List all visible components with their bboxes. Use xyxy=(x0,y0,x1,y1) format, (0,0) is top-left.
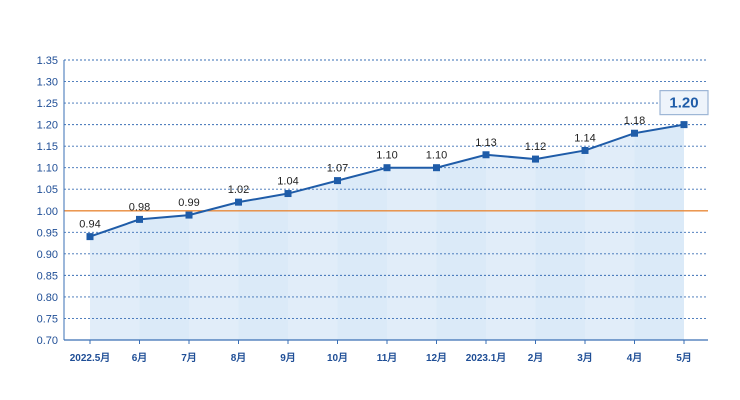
x-tick-label: 3月 xyxy=(577,352,593,364)
y-tick-label: 1.20 xyxy=(37,120,58,132)
data-label: 1.10 xyxy=(376,150,397,162)
y-tick-label: 1.00 xyxy=(37,206,58,218)
data-label: 1.10 xyxy=(426,150,447,162)
y-tick-label: 0.95 xyxy=(37,227,58,239)
x-tick-label: 10月 xyxy=(327,352,348,364)
x-tick-label: 11月 xyxy=(377,352,398,364)
y-tick-label: 1.30 xyxy=(37,77,58,89)
y-tick-label: 0.75 xyxy=(37,313,58,325)
data-label: 0.98 xyxy=(129,201,150,213)
data-point xyxy=(86,233,94,241)
data-label: 1.02 xyxy=(228,184,249,196)
data-label: 1.12 xyxy=(525,141,546,153)
data-point xyxy=(532,155,539,163)
x-tick-label: 2023.1月 xyxy=(466,352,507,364)
highlight-box xyxy=(659,90,709,116)
data-point xyxy=(482,151,490,159)
data-point xyxy=(383,164,391,172)
y-tick-label: 1.25 xyxy=(37,98,58,110)
x-tick-label: 7月 xyxy=(181,352,197,364)
x-axis: 2022.5月 6月 7月 8月 9月 10月 11月 12月 2023.1月 2月 3月 4月 5月 xyxy=(64,339,708,364)
data-label: 1.18 xyxy=(624,115,645,127)
y-tick-label: 0.90 xyxy=(37,249,58,261)
data-label: 1.13 xyxy=(475,137,496,149)
area-band xyxy=(288,180,338,340)
data-point xyxy=(235,198,242,206)
data-markers xyxy=(86,121,688,241)
x-tick-label: 5月 xyxy=(676,352,692,364)
area-band xyxy=(90,219,140,340)
x-tick-label: 9月 xyxy=(280,352,296,364)
data-label: 0.99 xyxy=(178,197,199,209)
y-axis: 0.70 0.75 0.80 0.85 0.90 0.95 1.00 1.05 1.10 1.15… xyxy=(37,55,65,347)
data-label: 1.04 xyxy=(277,176,298,188)
x-tick-label: 4月 xyxy=(627,352,643,364)
gridlines xyxy=(64,59,708,341)
y-tick-label: 1.35 xyxy=(37,55,58,67)
data-point xyxy=(284,190,292,198)
data-label: 0.94 xyxy=(79,219,100,231)
x-tick-label: 8月 xyxy=(231,352,247,364)
data-point xyxy=(631,129,638,137)
data-point xyxy=(136,215,143,223)
y-tick-label: 1.05 xyxy=(37,184,58,196)
y-tick-label: 0.70 xyxy=(37,335,58,347)
x-tick-label: 6月 xyxy=(132,352,148,364)
x-tick-label: 12月 xyxy=(426,352,447,364)
x-tick-label: 2月 xyxy=(528,352,544,364)
data-point xyxy=(581,146,589,154)
data-label: 1.20 xyxy=(669,95,698,112)
x-tick-label: 2022.5月 xyxy=(70,352,111,364)
y-tick-label: 0.80 xyxy=(37,292,58,304)
y-tick-label: 1.15 xyxy=(37,141,58,153)
area-band xyxy=(585,133,635,340)
y-tick-label: 1.10 xyxy=(37,163,58,175)
y-tick-label: 0.85 xyxy=(37,270,58,282)
area-fill-shape xyxy=(90,124,684,340)
area-band xyxy=(486,154,536,340)
area-band xyxy=(189,202,239,340)
data-labels: 0.94 0.98 0.99 1.02 1.04 1.07 1.10 1.10 1.13 1.12… xyxy=(79,90,709,231)
data-label: 1.07 xyxy=(327,163,348,175)
data-point xyxy=(334,177,341,185)
data-label: 1.14 xyxy=(574,132,595,144)
data-point xyxy=(680,121,688,129)
data-point xyxy=(433,164,440,172)
data-point xyxy=(185,211,193,219)
